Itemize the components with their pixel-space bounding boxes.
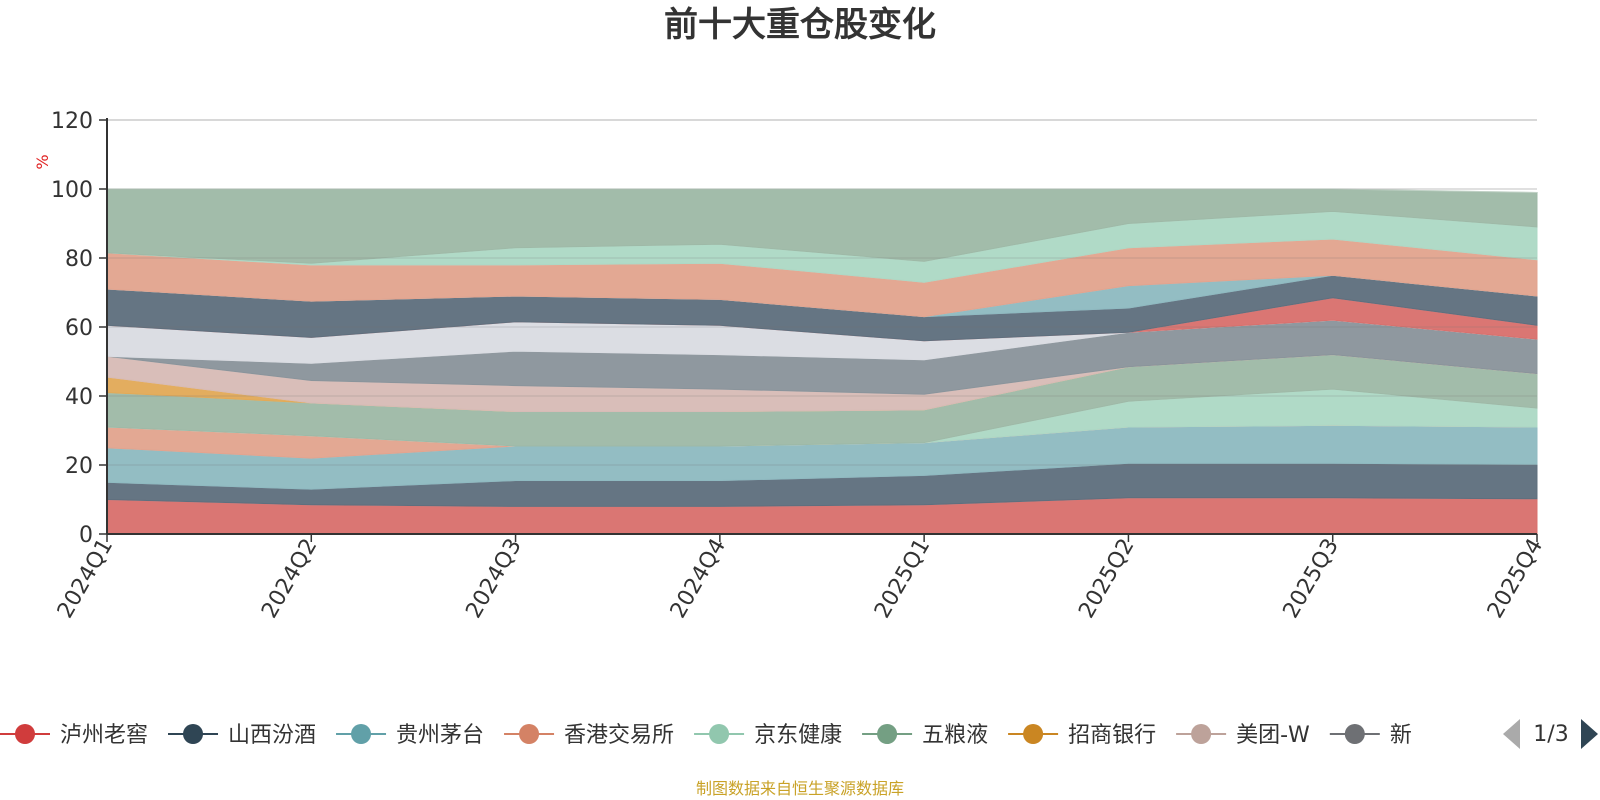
data-source-note: 制图数据来自恒生聚源数据库	[696, 779, 904, 798]
legend-item[interactable]: 新	[1329, 723, 1412, 748]
legend-label: 招商银行	[1068, 723, 1156, 748]
legend-item[interactable]: 贵州茅台	[336, 723, 484, 748]
y-tick-label: 120	[51, 109, 93, 134]
y-tick-label: 80	[65, 247, 93, 272]
legend-next-icon[interactable]	[1581, 719, 1598, 749]
y-tick-label: 100	[51, 178, 93, 203]
x-tick-label: 2024Q2	[257, 535, 322, 623]
legend-label: 美团-W	[1236, 723, 1310, 748]
y-axis-unit: %	[33, 154, 52, 169]
y-tick-label: 0	[79, 523, 93, 548]
legend-item[interactable]: 香港交易所	[504, 723, 674, 748]
x-tick-label: 2025Q3	[1279, 535, 1344, 623]
legend-item[interactable]: 五粮液	[862, 723, 988, 748]
y-tick-label: 20	[65, 454, 93, 479]
legend-label: 香港交易所	[564, 723, 674, 748]
legend-marker-icon	[1023, 724, 1044, 744]
legend-item[interactable]: 京东健康	[694, 723, 842, 748]
y-tick-label: 60	[65, 316, 93, 341]
legend-item[interactable]: 美团-W	[1176, 723, 1310, 748]
y-tick-label: 40	[65, 385, 93, 410]
legend-label: 京东健康	[754, 723, 842, 748]
legend-marker-icon	[351, 724, 372, 744]
series-area	[106, 188, 1538, 264]
chart-title: 前十大重仓股变化	[664, 5, 936, 45]
x-tick-label: 2024Q3	[461, 535, 526, 623]
legend-marker-icon	[15, 724, 35, 744]
legend-marker-icon	[709, 724, 730, 744]
legend-item[interactable]: 山西汾酒	[168, 723, 316, 748]
legend-prev-icon[interactable]	[1503, 719, 1520, 749]
x-tick-label: 2024Q4	[666, 535, 731, 623]
x-tick-label: 2025Q4	[1483, 535, 1548, 623]
legend-pager: 1/3	[1503, 719, 1598, 749]
legend: 泸州老窖 山西汾酒 贵州茅台 香港交易所 京东健康 五粮液 招商银行 美团-W 新	[0, 723, 1412, 748]
legend-label: 山西汾酒	[228, 723, 316, 748]
legend-marker-icon	[183, 724, 204, 744]
legend-marker-icon	[877, 724, 898, 744]
legend-label: 新	[1390, 723, 1412, 748]
plot-area	[106, 188, 1538, 535]
x-tick-label: 2025Q2	[1074, 535, 1139, 623]
x-tick-label: 2025Q1	[870, 535, 935, 623]
legend-item[interactable]: 招商银行	[1008, 723, 1156, 748]
legend-label: 泸州老窖	[60, 723, 148, 748]
legend-page-indicator: 1/3	[1533, 722, 1568, 747]
legend-marker-icon	[1191, 724, 1212, 744]
legend-marker-icon	[519, 724, 540, 744]
legend-item[interactable]: 泸州老窖	[0, 723, 148, 748]
legend-label: 五粮液	[922, 723, 988, 748]
legend-label: 贵州茅台	[396, 723, 484, 748]
legend-marker-icon	[1344, 724, 1365, 744]
series-line	[107, 188, 1538, 193]
